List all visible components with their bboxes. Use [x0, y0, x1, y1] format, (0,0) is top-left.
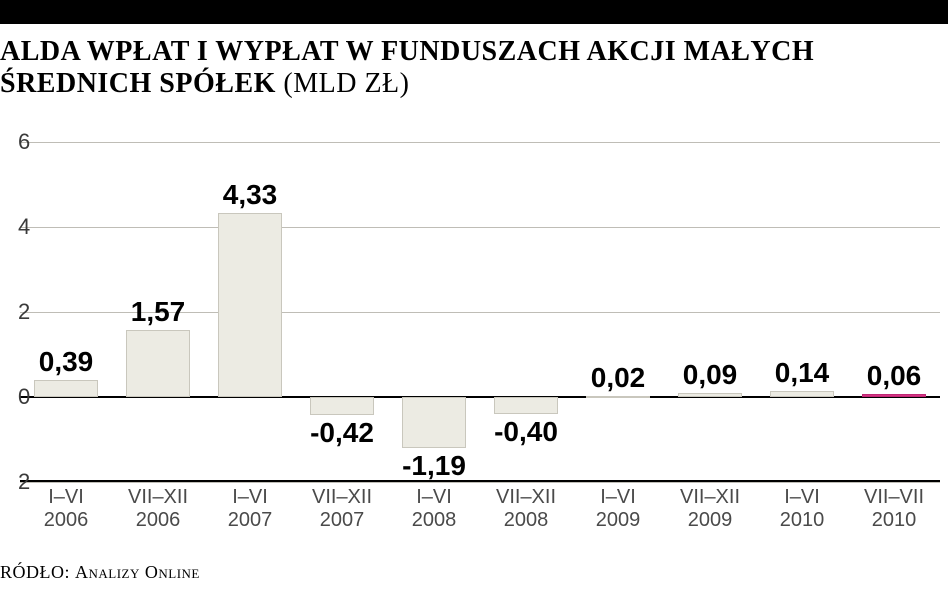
x-category-label: VII–XII2008 — [480, 486, 572, 532]
bar — [126, 330, 190, 397]
divider-top — [0, 22, 948, 24]
source-value: Analizy Online — [75, 562, 200, 582]
bar-value-label: -0,40 — [486, 416, 566, 448]
bar — [678, 393, 742, 397]
plot-region: 642020,391,574,33-0,42-1,19-0,400,020,09… — [20, 142, 940, 482]
ytick-label: 6 — [18, 129, 30, 155]
x-category-label: I–VI2009 — [572, 486, 664, 532]
x-axis: I–VI2006VII–XII2006I–VI2007VII–XII2007I–… — [20, 486, 940, 542]
source-label: RÓDŁO: — [0, 562, 70, 582]
bar — [310, 397, 374, 415]
x-category-label: I–VI2010 — [756, 486, 848, 532]
gridline — [20, 482, 940, 483]
bar-value-label: 0,09 — [670, 359, 750, 391]
bar — [770, 391, 834, 397]
x-category-label: I–VI2007 — [204, 486, 296, 532]
title-line2-bold: ŚREDNICH SPÓŁEK — [0, 68, 276, 99]
x-category-label: VII–VII2010 — [848, 486, 940, 532]
chart-area: 642020,391,574,33-0,42-1,19-0,400,020,09… — [0, 122, 948, 542]
ytick-label: 4 — [18, 214, 30, 240]
ytick-label: 0 — [18, 384, 30, 410]
bar-value-label: 0,02 — [578, 362, 658, 394]
bar-value-label: 4,33 — [210, 179, 290, 211]
gridline — [20, 142, 940, 143]
ytick-label: 2 — [18, 299, 30, 325]
bar-value-label: 0,39 — [26, 346, 106, 378]
bar — [34, 380, 98, 397]
x-category-label: I–VI2008 — [388, 486, 480, 532]
title-line1: ALDA WPŁAT I WYPŁAT W FUNDUSZACH AKCJI M… — [0, 36, 814, 67]
x-category-label: VII–XII2006 — [112, 486, 204, 532]
x-category-label: VII–XII2009 — [664, 486, 756, 532]
bar — [586, 396, 650, 398]
x-category-label: I–VI2006 — [20, 486, 112, 532]
source-line: RÓDŁO: Analizy Online — [0, 562, 200, 583]
chart-frame: ALDA WPŁAT I WYPŁAT W FUNDUSZACH AKCJI M… — [0, 0, 948, 593]
bar — [218, 213, 282, 397]
bar-value-label: 1,57 — [118, 296, 198, 328]
bar-value-label: -0,42 — [302, 417, 382, 449]
title-line2-unit: (MLD ZŁ) — [283, 68, 409, 99]
x-category-label: VII–XII2007 — [296, 486, 388, 532]
bar — [862, 394, 926, 397]
gridline — [20, 227, 940, 228]
bar — [402, 397, 466, 448]
bar — [494, 397, 558, 414]
bar-value-label: 0,14 — [762, 357, 842, 389]
bar-value-label: 0,06 — [854, 360, 934, 392]
bar-value-label: -1,19 — [394, 450, 474, 482]
chart-title: ALDA WPŁAT I WYPŁAT W FUNDUSZACH AKCJI M… — [0, 36, 938, 100]
